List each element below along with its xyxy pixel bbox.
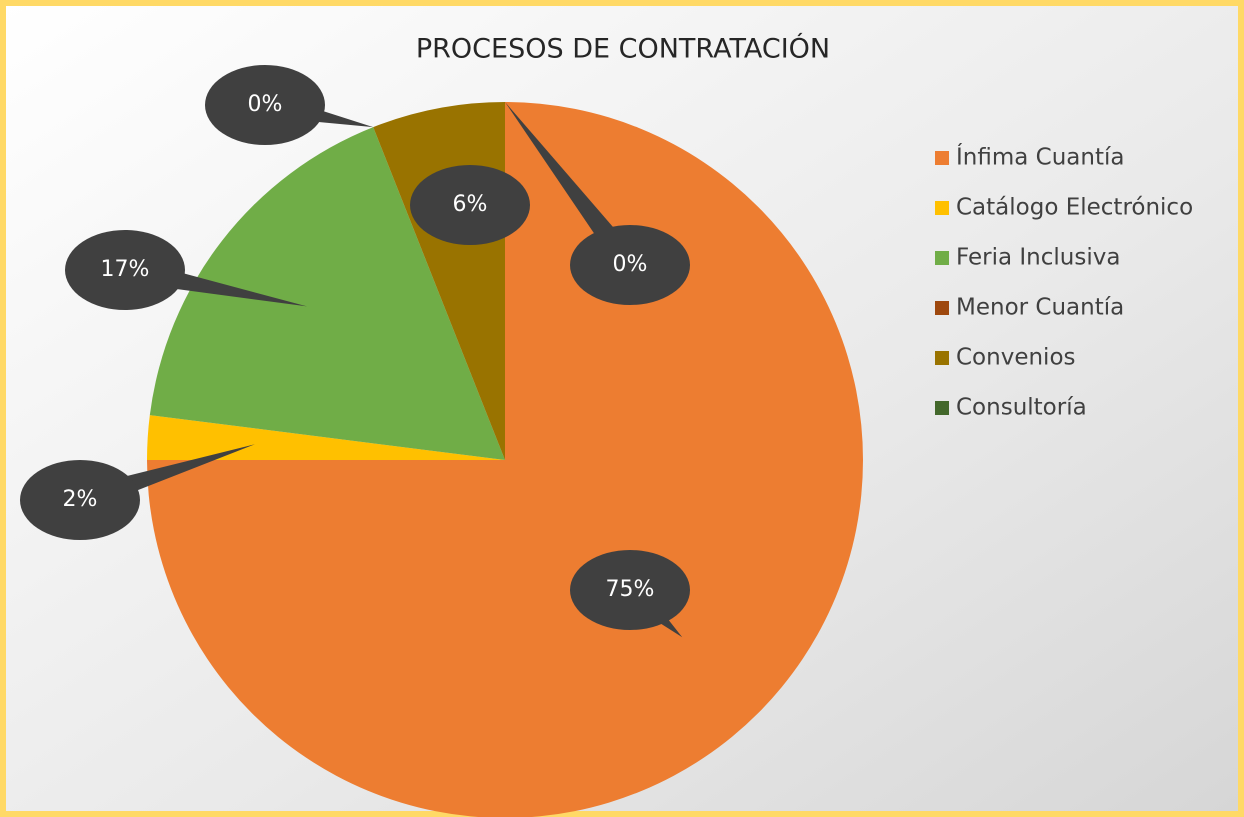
legend-swatch <box>935 401 949 415</box>
data-label: 17% <box>101 257 150 282</box>
page: {"chart_data": {"type": "pie", "title": … <box>0 0 1244 817</box>
data-label: 0% <box>613 252 648 277</box>
data-label: 2% <box>63 487 98 512</box>
legend-swatch <box>935 251 949 265</box>
legend-swatch <box>935 151 949 165</box>
chart-title: PROCESOS DE CONTRATACIÓN <box>416 33 830 65</box>
legend-label: Feria Inclusiva <box>956 245 1120 271</box>
legend-swatch <box>935 201 949 215</box>
data-label: 0% <box>248 92 283 117</box>
legend-label: Catálogo Electrónico <box>956 195 1193 221</box>
legend-label: Convenios <box>956 345 1076 371</box>
legend-label: Menor Cuantía <box>956 295 1124 321</box>
legend-swatch <box>935 301 949 315</box>
data-label: 6% <box>453 192 488 217</box>
data-label: 75% <box>606 577 655 602</box>
chart: PROCESOS DE CONTRATACIÓN 75%2%17%0%6%0% … <box>0 0 1244 817</box>
legend-label: Consultoría <box>956 395 1087 421</box>
legend-swatch <box>935 351 949 365</box>
legend-label: Ínfima Cuantía <box>956 143 1124 171</box>
